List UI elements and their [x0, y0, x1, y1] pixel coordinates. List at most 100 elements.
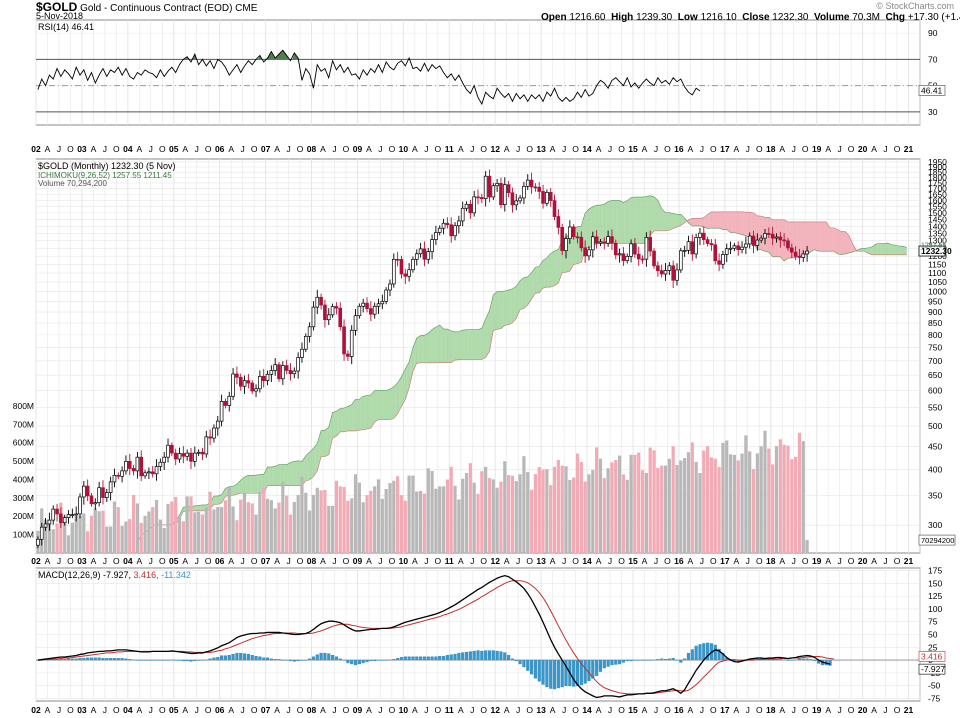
x-axis-label-rsi: A: [136, 144, 142, 154]
candle-body: [235, 373, 239, 378]
candle-body: [101, 487, 105, 498]
macd-histogram-bar: [101, 658, 105, 661]
ichimoku-cloud: [271, 466, 276, 486]
volume-bar: [579, 461, 583, 553]
macd-histogram-bar: [242, 653, 247, 661]
macd-last-label: -7.927: [921, 664, 945, 674]
ichimoku-cloud: [416, 335, 421, 364]
ichimoku-cloud: [653, 196, 659, 232]
x-axis-label-price: A: [642, 556, 648, 566]
candle-body: [74, 513, 78, 516]
volume-bar: [338, 486, 342, 553]
volume-bar: [675, 465, 679, 553]
candle-body: [365, 302, 369, 309]
volume-bar: [503, 461, 507, 553]
candle-body: [652, 250, 656, 267]
ichimoku-cloud: [891, 244, 896, 256]
ichimoku-cloud: [711, 211, 716, 229]
x-axis-label-rsi: 18: [766, 144, 776, 154]
candle-body: [277, 364, 281, 380]
price-tick-label: 550: [928, 403, 942, 413]
volume-bar: [438, 486, 442, 553]
macd-histogram-bar: [131, 659, 136, 661]
ichimoku-cloud: [378, 390, 383, 420]
volume-tick-label: 800M: [13, 401, 34, 411]
ichimoku-cloud: [382, 390, 387, 420]
candle-body: [116, 474, 121, 477]
x-axis-label-rsi: A: [45, 144, 51, 154]
x-axis-label-price: O: [710, 556, 717, 566]
price-tick-label: 700: [928, 356, 942, 366]
x-axis-label-rsi: 21: [904, 144, 914, 154]
candle-body: [793, 251, 798, 257]
candle-body: [258, 376, 262, 390]
x-axis-label-macd: O: [618, 705, 625, 715]
ichimoku-cloud: [473, 329, 479, 360]
x-axis-label-macd: J: [149, 705, 153, 715]
x-axis-label-rsi: O: [572, 144, 579, 154]
volume-bar: [304, 492, 308, 553]
x-axis-label-price: A: [136, 556, 142, 566]
x-axis-label-macd: A: [596, 705, 602, 715]
candle-body: [204, 436, 209, 455]
ichimoku-cloud: [274, 464, 280, 486]
x-axis-label-macd: 17: [720, 705, 730, 715]
x-axis-label-price: 21: [904, 556, 914, 566]
macd-histogram-bar: [346, 660, 350, 664]
volume-bar: [568, 480, 572, 553]
macd-histogram-bar: [545, 660, 549, 688]
x-axis-label-price: 02: [31, 556, 41, 566]
macd-histogram-bar: [281, 660, 285, 661]
macd-histogram-bar: [491, 650, 495, 661]
ichimoku-cloud: [814, 221, 819, 252]
volume-tick-label: 700M: [13, 419, 34, 429]
volume-bar: [587, 474, 591, 553]
candle-body: [506, 184, 511, 194]
candle-body: [292, 370, 297, 375]
x-axis-label-price: 06: [215, 556, 225, 566]
candle-body: [62, 517, 67, 524]
macd-histogram-bar: [235, 652, 239, 661]
candle-body: [97, 487, 101, 504]
volume-bar: [415, 491, 419, 553]
macd-histogram-bar: [499, 651, 503, 661]
x-axis-label-price: J: [792, 556, 796, 566]
macd-histogram-bar: [89, 657, 94, 661]
macd-histogram-bar: [74, 658, 78, 661]
rsi-overbought-area: [257, 55, 262, 60]
volume-bar: [736, 460, 740, 553]
x-axis-label-macd: J: [654, 705, 658, 715]
ichimoku-cloud: [244, 475, 249, 494]
chart-title: $GOLD Gold - Continuous Contract (EOD) C…: [36, 0, 257, 14]
volume-bar: [560, 465, 564, 553]
macd-histogram-bar: [782, 659, 786, 661]
x-axis-label-macd: 15: [628, 705, 638, 715]
candle-body: [288, 370, 293, 375]
macd-histogram-bar: [51, 659, 55, 661]
candle-body: [663, 270, 668, 275]
macd-histogram-bar: [365, 660, 369, 663]
macd-histogram-bar: [763, 659, 767, 661]
rsi-overbought-area: [265, 50, 289, 60]
macd-histogram-bar: [380, 660, 384, 661]
candle-body: [254, 388, 258, 392]
x-axis-label-rsi: J: [608, 144, 612, 154]
volume-bar: [109, 526, 113, 553]
x-axis-label-rsi: J: [424, 144, 428, 154]
macd-histogram-bar: [457, 652, 461, 661]
volume-bar: [663, 465, 668, 553]
x-axis-label-rsi: O: [297, 144, 304, 154]
x-axis-label-rsi: J: [149, 144, 153, 154]
macd-histogram-bar: [396, 658, 400, 661]
x-axis-label-rsi: 20: [858, 144, 868, 154]
macd-histogram-bar: [151, 660, 155, 661]
x-axis-label-macd: O: [113, 705, 120, 715]
candle-body: [491, 185, 496, 198]
price-tick-label: 1000: [928, 287, 947, 297]
ichimoku-cloud: [810, 221, 815, 252]
candle-body: [529, 179, 534, 188]
candle-body: [388, 283, 392, 291]
ichimoku-cloud: [672, 213, 678, 229]
macd-histogram-bar: [495, 650, 499, 661]
candle-body: [342, 326, 346, 355]
